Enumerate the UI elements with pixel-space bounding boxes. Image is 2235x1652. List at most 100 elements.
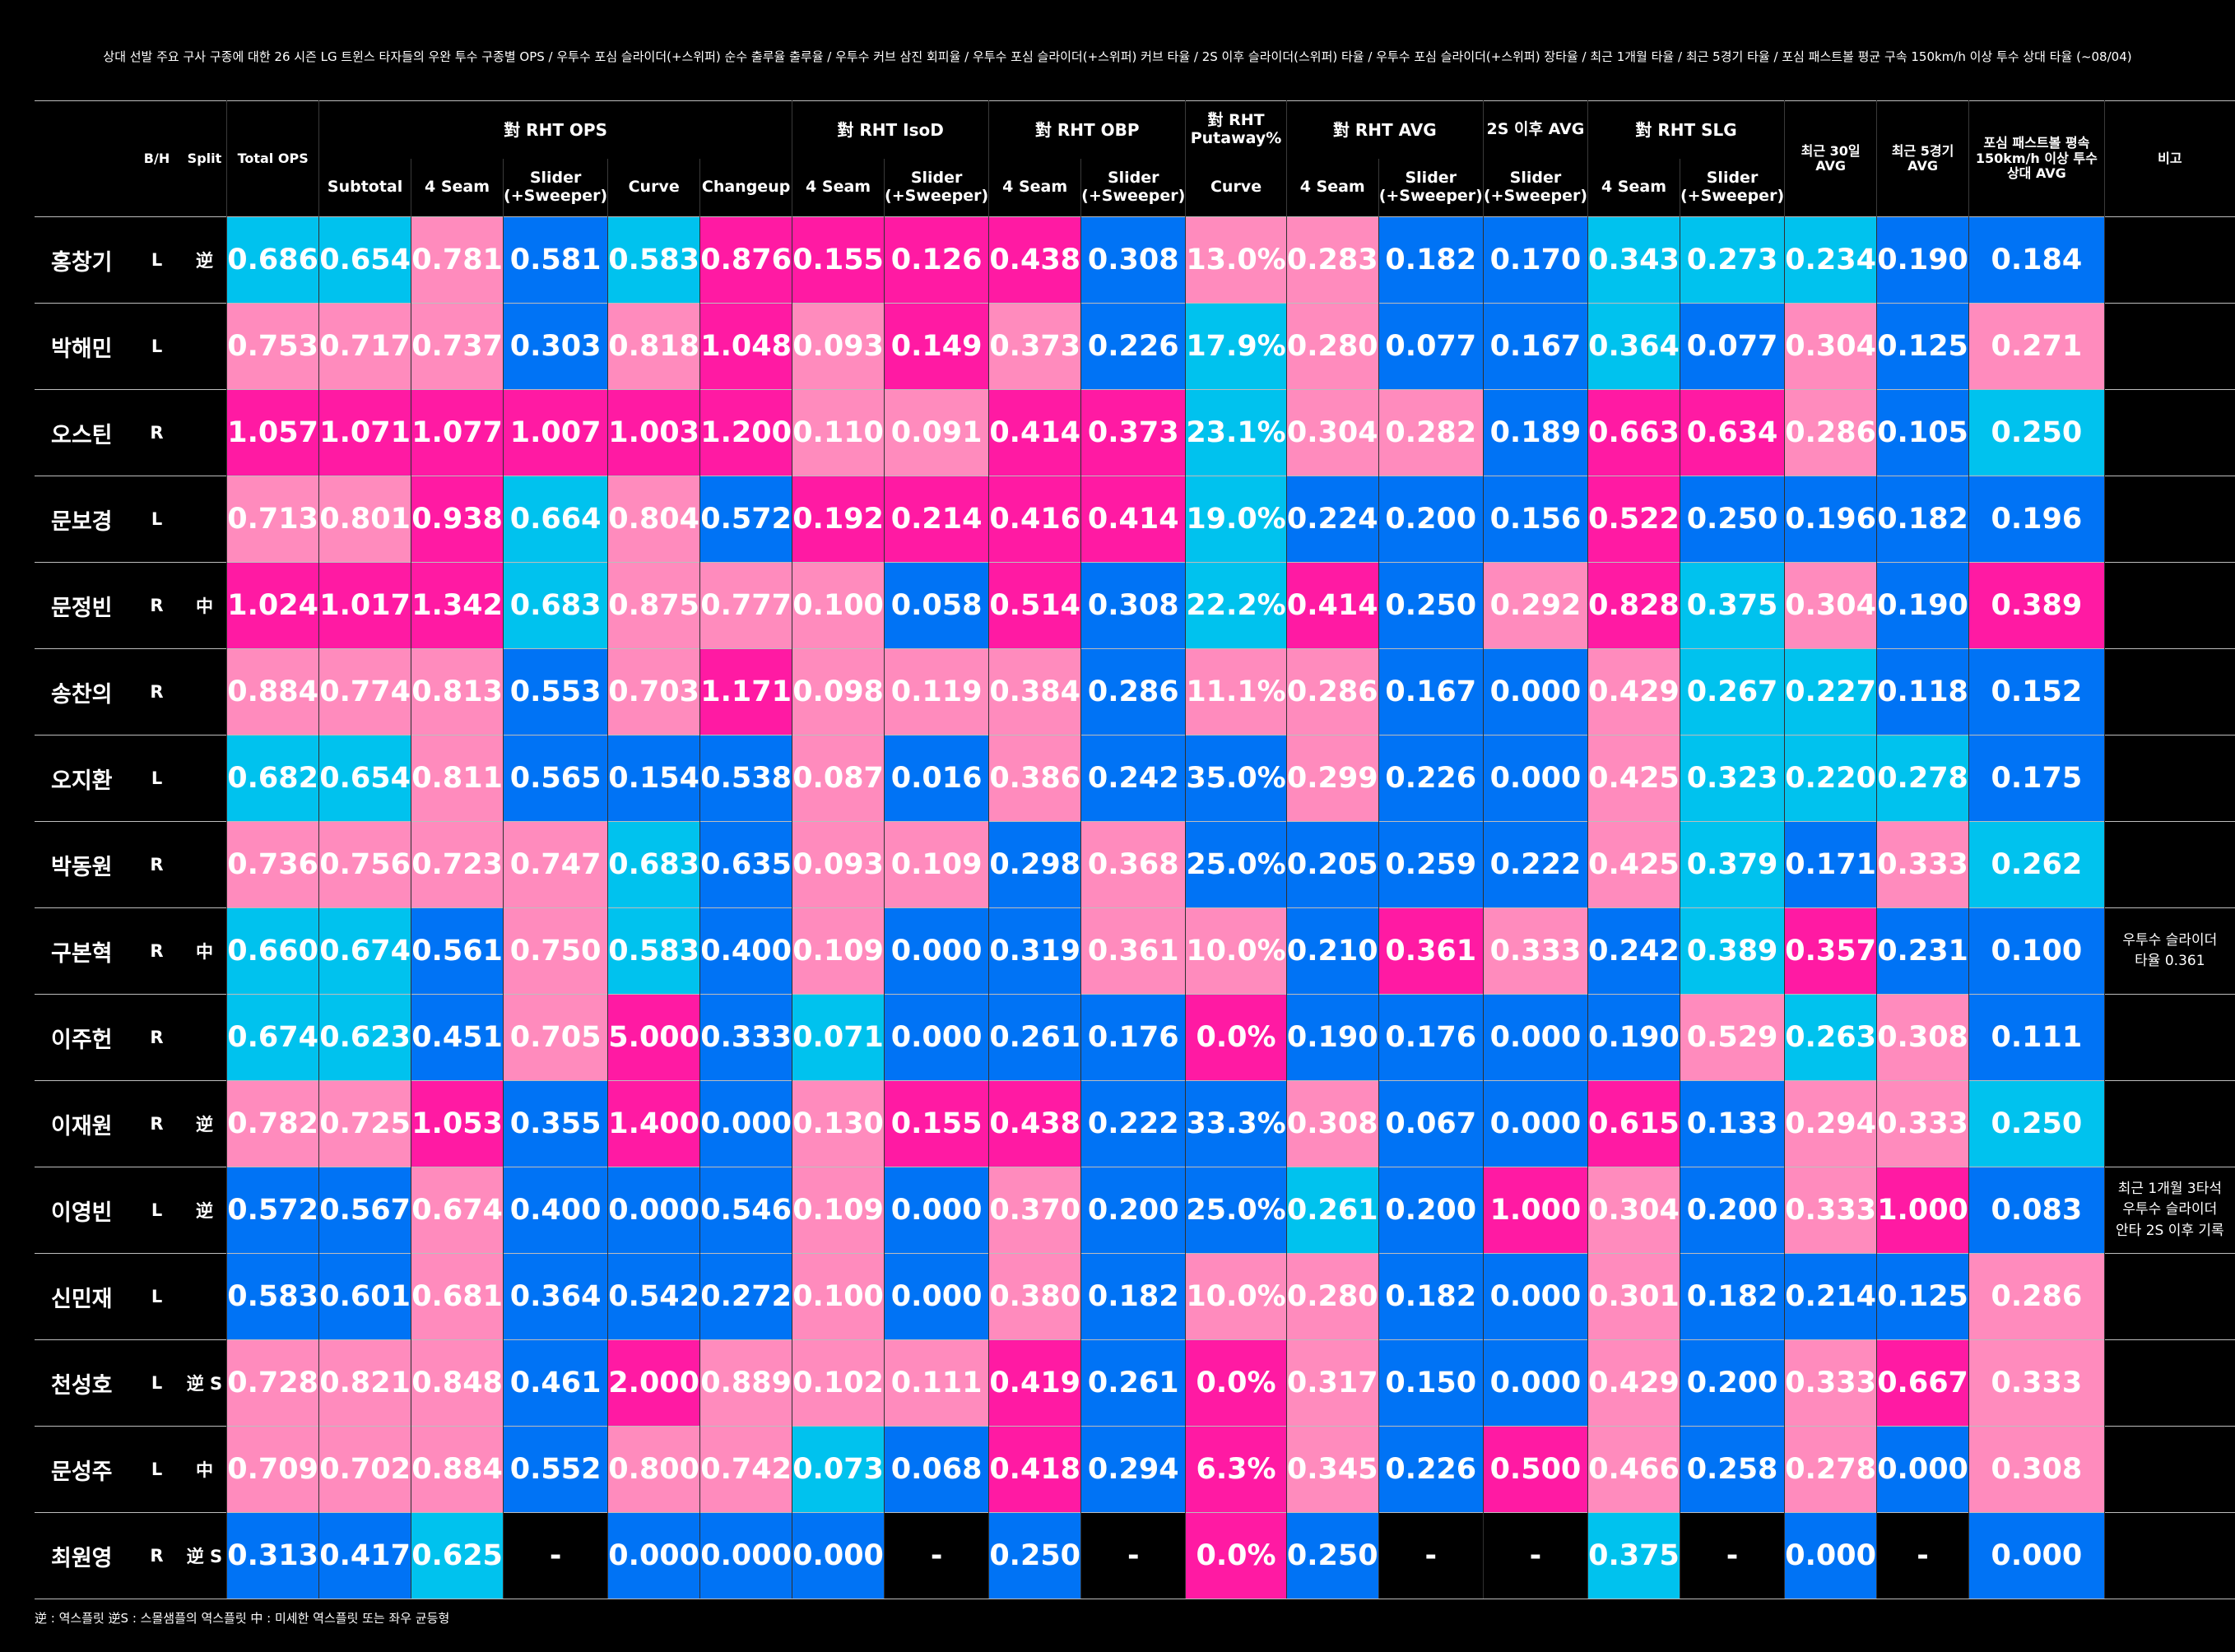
stat-cell: 0.016 (884, 735, 990, 822)
stat-cell: 0.077 (1378, 303, 1484, 390)
stat-cell: 0.100 (792, 562, 885, 649)
stat-cell: 0.000 (1876, 1426, 1970, 1513)
stat-cell: 0.155 (884, 1080, 990, 1167)
stat-cell: 0.379 (1679, 821, 1786, 908)
stat-cell: 0.333 (1784, 1339, 1878, 1427)
stat-cell: 0.750 (503, 907, 609, 995)
table-row: 구본혁 R 中 0.660 0.674 0.561 0.750 0.583 0.400 0.109… (35, 907, 2235, 995)
split-marker (182, 821, 227, 908)
stat-cell: 0.200 (1679, 1167, 1786, 1254)
stat-cell: 0.848 (411, 1339, 504, 1427)
stat-cell: 1.077 (411, 389, 504, 476)
header-group-ops: 對 RHT OPS (318, 100, 793, 159)
player-name: 이재원 (35, 1080, 132, 1167)
split-marker (182, 303, 227, 390)
remark-note (2103, 648, 2235, 736)
batting-hand: R (131, 994, 183, 1081)
header-slg-4seam: 4 Seam (1587, 159, 1680, 217)
stat-cell: 0.222 (1080, 1080, 1187, 1167)
stat-cell: 0.000 (884, 907, 990, 995)
header-putaway-curve: Curve (1185, 159, 1287, 217)
split-marker (182, 476, 227, 563)
stat-cell: 0.938 (411, 476, 504, 563)
stat-cell: 0.737 (411, 303, 504, 390)
stat-cell: 0.438 (988, 216, 1082, 304)
stat-cell: 0.304 (1285, 389, 1379, 476)
stat-cell: 0.674 (226, 994, 320, 1081)
stat-cell: 0.542 (607, 1253, 701, 1340)
stat-cell: 0.184 (1968, 216, 2105, 304)
remark-note (2103, 1253, 2235, 1340)
header-obp-slider: Slider (+Sweeper) (1080, 159, 1187, 217)
stat-cell: 0.682 (226, 735, 320, 822)
stat-cell: 0.083 (1968, 1167, 2105, 1254)
stat-cell: 2.000 (607, 1339, 701, 1427)
stat-cell: 0.105 (1876, 389, 1970, 476)
table-row: 이재원 R 逆 0.782 0.725 1.053 0.355 1.400 0.000 0.130… (35, 1080, 2235, 1167)
stat-cell: 0.380 (988, 1253, 1082, 1340)
stat-cell: 0.000 (1482, 1339, 1589, 1427)
stat-cell: 0.171 (1784, 821, 1878, 908)
split-marker: 逆 (182, 216, 227, 304)
stat-cell: 0.152 (1968, 648, 2105, 736)
stat-cell: - (884, 1512, 990, 1599)
table-row: 홍창기 L 逆 0.686 0.654 0.781 0.581 0.583 0.876 0.155… (35, 216, 2235, 304)
stat-cell: 0.226 (1080, 303, 1187, 390)
stat-cell: 0.200 (1080, 1167, 1187, 1254)
stat-cell: 33.3% (1185, 1080, 1287, 1167)
stat-cell: 0.149 (884, 303, 990, 390)
stat-cell: 0.333 (699, 994, 793, 1081)
split-marker: 中 (182, 562, 227, 649)
stat-cell: 0.565 (503, 735, 609, 822)
header-fastball150: 포심 패스트볼 평속 150km/h 이상 투수 상대 AVG (1968, 100, 2105, 217)
stat-cell: 0.109 (884, 821, 990, 908)
remark-note (2103, 1339, 2235, 1427)
stat-cell: 0.742 (699, 1426, 793, 1513)
stat-cell: 0.615 (1587, 1080, 1680, 1167)
stat-cell: 0.400 (699, 907, 793, 995)
stat-cell: 0.192 (792, 476, 885, 563)
batting-hand: L (131, 216, 183, 304)
stat-cell: 0.286 (1285, 648, 1379, 736)
stat-cell: 0.286 (1080, 648, 1187, 736)
table-row: 문보경 L 0.713 0.801 0.938 0.664 0.804 0.572 0.192 0… (35, 476, 2235, 563)
player-name: 박해민 (35, 303, 132, 390)
table-row: 이영빈 L 逆 0.572 0.567 0.674 0.400 0.000 0.546 0.109… (35, 1167, 2235, 1254)
header-group-isod: 對 RHT IsoD (792, 100, 990, 159)
stat-cell: 10.0% (1185, 907, 1287, 995)
stat-cell: 0.583 (607, 907, 701, 995)
stat-cell: 1.057 (226, 389, 320, 476)
table-row: 송찬의 R 0.884 0.774 0.813 0.553 0.703 1.171 0.098 0… (35, 648, 2235, 736)
stat-cell: 0.000 (1968, 1512, 2105, 1599)
stat-cell: 13.0% (1185, 216, 1287, 304)
remark-note (2103, 821, 2235, 908)
stat-cell: 1.342 (411, 562, 504, 649)
stat-cell: 0.126 (884, 216, 990, 304)
split-marker (182, 994, 227, 1081)
stat-cell: 0.261 (1285, 1167, 1379, 1254)
stat-cell: 23.1% (1185, 389, 1287, 476)
stat-cell: 0.572 (699, 476, 793, 563)
split-marker (182, 389, 227, 476)
header-total-ops: Total OPS (226, 100, 320, 217)
stat-cell: 0.303 (503, 303, 609, 390)
stat-cell: 0.828 (1587, 562, 1680, 649)
stat-cell: 0.111 (884, 1339, 990, 1427)
split-marker: 逆 (182, 1080, 227, 1167)
stat-cell: 0.583 (226, 1253, 320, 1340)
stat-cell: 0.623 (318, 994, 412, 1081)
stat-cell: 0.301 (1587, 1253, 1680, 1340)
player-name: 이영빈 (35, 1167, 132, 1254)
stat-cell: 0.304 (1587, 1167, 1680, 1254)
stat-cell: 0.389 (1968, 562, 2105, 649)
split-marker (182, 648, 227, 736)
header-row-groups: B/H Split Total OPS 對 RHT OPS 對 RHT IsoD… (35, 100, 2235, 217)
stat-cell: 17.9% (1185, 303, 1287, 390)
stat-cell: 0.466 (1587, 1426, 1680, 1513)
stat-cell: 0.429 (1587, 1339, 1680, 1427)
stat-cell: 0.000 (884, 994, 990, 1081)
stat-cell: 0.286 (1784, 389, 1878, 476)
stat-cell: 0.681 (411, 1253, 504, 1340)
stat-cell: 0.304 (1784, 303, 1878, 390)
stat-cell: 0.109 (792, 907, 885, 995)
